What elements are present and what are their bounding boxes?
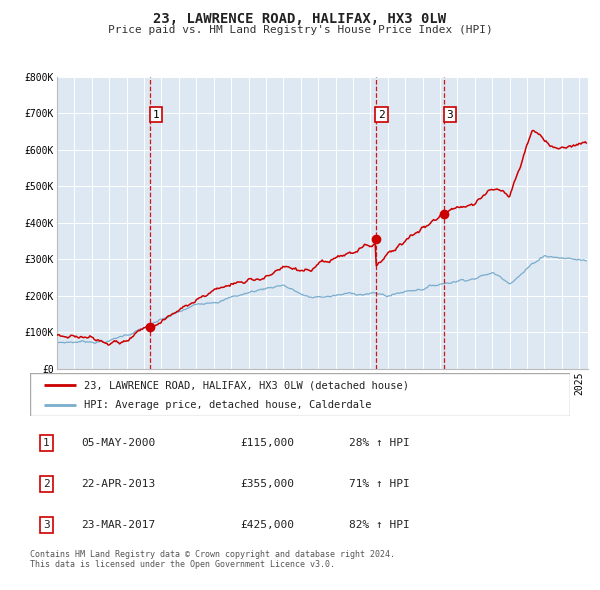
Text: 23-MAR-2017: 23-MAR-2017 bbox=[82, 520, 155, 530]
Text: 1: 1 bbox=[153, 110, 160, 120]
Text: Price paid vs. HM Land Registry's House Price Index (HPI): Price paid vs. HM Land Registry's House … bbox=[107, 25, 493, 35]
Text: 2: 2 bbox=[43, 479, 50, 489]
Text: £115,000: £115,000 bbox=[241, 438, 295, 448]
Text: 3: 3 bbox=[43, 520, 50, 530]
Text: 05-MAY-2000: 05-MAY-2000 bbox=[82, 438, 155, 448]
Text: 82% ↑ HPI: 82% ↑ HPI bbox=[349, 520, 409, 530]
Text: HPI: Average price, detached house, Calderdale: HPI: Average price, detached house, Cald… bbox=[84, 401, 371, 410]
Text: 23, LAWRENCE ROAD, HALIFAX, HX3 0LW: 23, LAWRENCE ROAD, HALIFAX, HX3 0LW bbox=[154, 12, 446, 26]
Text: 1: 1 bbox=[43, 438, 50, 448]
Text: 28% ↑ HPI: 28% ↑ HPI bbox=[349, 438, 409, 448]
Text: 2: 2 bbox=[378, 110, 385, 120]
Text: 23, LAWRENCE ROAD, HALIFAX, HX3 0LW (detached house): 23, LAWRENCE ROAD, HALIFAX, HX3 0LW (det… bbox=[84, 381, 409, 391]
Text: Contains HM Land Registry data © Crown copyright and database right 2024.
This d: Contains HM Land Registry data © Crown c… bbox=[30, 550, 395, 569]
Text: £425,000: £425,000 bbox=[241, 520, 295, 530]
Text: 71% ↑ HPI: 71% ↑ HPI bbox=[349, 479, 409, 489]
Text: 22-APR-2013: 22-APR-2013 bbox=[82, 479, 155, 489]
Text: 3: 3 bbox=[446, 110, 454, 120]
Text: £355,000: £355,000 bbox=[241, 479, 295, 489]
